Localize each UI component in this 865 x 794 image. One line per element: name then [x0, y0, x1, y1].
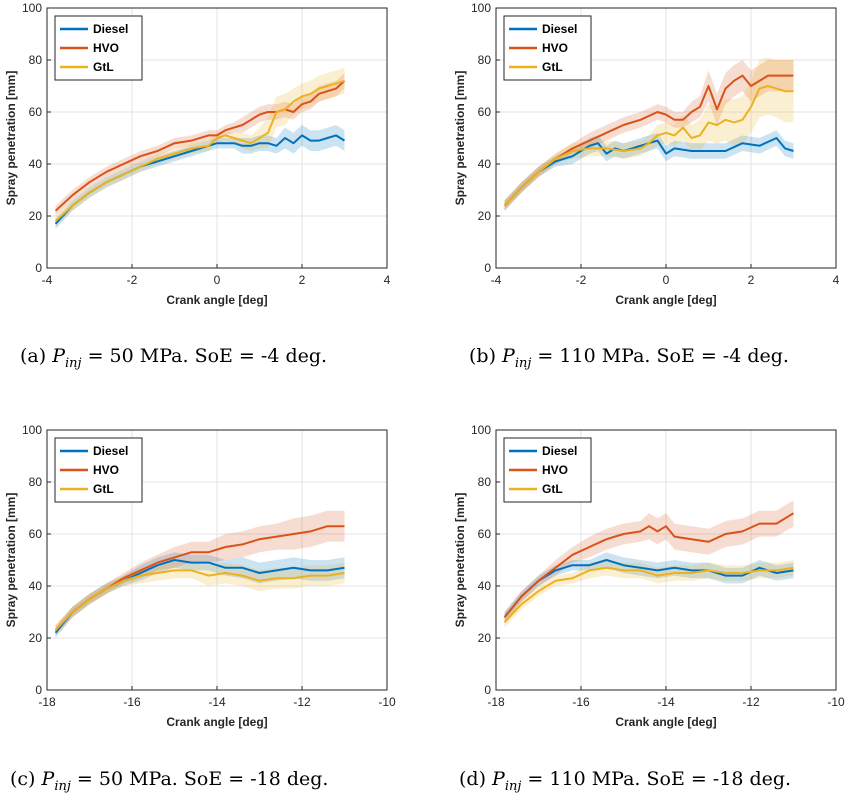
- x-tick-label: 4: [833, 273, 840, 287]
- band-hvo: [55, 73, 345, 216]
- series-line-gtl: [54, 569, 345, 631]
- y-tick-label: 60: [29, 105, 43, 119]
- panel-caption: (d) Pinj = 110 MPa. SoE = -18 deg.: [459, 768, 791, 794]
- panel-caption: (a) Pinj = 50 MPa. SoE = -4 deg.: [20, 345, 327, 371]
- x-tick-label: -18: [38, 695, 56, 709]
- band-hvo: [504, 500, 794, 623]
- x-tick-label: -16: [572, 695, 590, 709]
- y-tick-label: 80: [478, 475, 492, 489]
- x-tick-label: -2: [576, 273, 587, 287]
- x-tick-label: 2: [299, 273, 306, 287]
- legend-label-gtl: GtL: [93, 60, 114, 74]
- legend-label-diesel: Diesel: [93, 22, 128, 36]
- series-line-hvo: [503, 512, 795, 618]
- legend-label-hvo: HVO: [542, 463, 568, 477]
- x-tick-label: 2: [748, 273, 755, 287]
- x-tick-label: -4: [42, 273, 53, 287]
- x-axis-label: Crank angle [deg]: [615, 715, 716, 729]
- y-tick-label: 100: [471, 423, 491, 437]
- band-gtl: [504, 57, 794, 211]
- x-tick-label: -12: [293, 695, 311, 709]
- band-diesel: [55, 125, 345, 229]
- band-gtl: [55, 562, 345, 636]
- legend-label-hvo: HVO: [93, 41, 119, 55]
- y-tick-label: 0: [35, 261, 42, 275]
- legend-label-hvo: HVO: [542, 41, 568, 55]
- x-tick-label: -2: [127, 273, 138, 287]
- y-tick-label: 0: [484, 261, 491, 275]
- y-tick-label: 60: [29, 527, 43, 541]
- legend: Diesel HVO GtL: [54, 15, 143, 81]
- legend-label-hvo: HVO: [93, 463, 119, 477]
- band-diesel: [504, 552, 794, 623]
- y-tick-label: 100: [22, 1, 42, 15]
- x-tick-label: -10: [378, 695, 396, 709]
- band-diesel: [55, 552, 345, 638]
- x-tick-label: 0: [663, 273, 670, 287]
- x-tick-label: -18: [487, 695, 505, 709]
- x-axis-label: Crank angle [deg]: [615, 293, 716, 307]
- series-line-hvo: [503, 74, 794, 207]
- legend-label-gtl: GtL: [93, 482, 114, 496]
- y-axis-label: Spray penetration [mm]: [453, 71, 467, 206]
- y-tick-label: 20: [478, 209, 492, 223]
- x-tick-label: -14: [657, 695, 675, 709]
- panel-caption: (c) Pinj = 50 MPa. SoE = -18 deg.: [10, 768, 328, 794]
- y-tick-label: 60: [478, 105, 492, 119]
- y-tick-label: 20: [29, 209, 43, 223]
- series-line-hvo: [54, 80, 346, 212]
- x-axis-label: Crank angle [deg]: [166, 715, 267, 729]
- x-tick-label: -16: [123, 695, 141, 709]
- chart-panel-c: -18 -16 -14 -12 -10 0 20 40 60 80 100 Crank angle […: [4, 423, 396, 794]
- legend: Diesel HVO GtL: [503, 15, 592, 81]
- y-tick-label: 80: [478, 53, 492, 67]
- y-tick-label: 80: [29, 53, 43, 67]
- legend-label-gtl: GtL: [542, 482, 563, 496]
- y-tick-label: 80: [29, 475, 43, 489]
- series-line-gtl: [54, 79, 345, 222]
- panel-caption: (b) Pinj = 110 MPa. SoE = -4 deg.: [469, 345, 789, 371]
- x-tick-label: -14: [208, 695, 226, 709]
- legend: Diesel HVO GtL: [54, 437, 143, 503]
- series-line-gtl: [503, 85, 794, 207]
- y-tick-label: 40: [478, 157, 492, 171]
- y-axis-label: Spray penetration [mm]: [4, 493, 18, 628]
- legend-label-gtl: GtL: [542, 60, 563, 74]
- y-tick-label: 40: [478, 579, 492, 593]
- legend-label-diesel: Diesel: [542, 444, 577, 458]
- series-line-diesel: [503, 137, 794, 207]
- legend-label-diesel: Diesel: [542, 22, 577, 36]
- legend-label-diesel: Diesel: [93, 444, 128, 458]
- series-line-diesel: [503, 559, 794, 618]
- y-tick-label: 60: [478, 527, 492, 541]
- y-tick-label: 40: [29, 579, 43, 593]
- y-tick-label: 0: [35, 683, 42, 697]
- y-tick-label: 100: [22, 423, 42, 437]
- y-tick-label: 0: [484, 683, 491, 697]
- chart-panel-d: -18 -16 -14 -12 -10 0 20 40 60 80 100 Crank angle […: [453, 423, 845, 794]
- y-axis-label: Spray penetration [mm]: [4, 71, 18, 206]
- x-tick-label: 0: [214, 273, 221, 287]
- x-tick-label: -10: [827, 695, 845, 709]
- x-axis-label: Crank angle [deg]: [166, 293, 267, 307]
- legend: Diesel HVO GtL: [503, 437, 592, 503]
- y-tick-label: 40: [29, 157, 43, 171]
- x-tick-label: 4: [384, 273, 391, 287]
- x-tick-label: -4: [491, 273, 502, 287]
- y-tick-label: 20: [29, 631, 43, 645]
- band-hvo: [55, 510, 345, 636]
- y-tick-label: 100: [471, 1, 491, 15]
- y-axis-label: Spray penetration [mm]: [453, 493, 467, 628]
- y-tick-label: 20: [478, 631, 492, 645]
- x-tick-label: -12: [742, 695, 760, 709]
- series-line-gtl: [503, 566, 794, 624]
